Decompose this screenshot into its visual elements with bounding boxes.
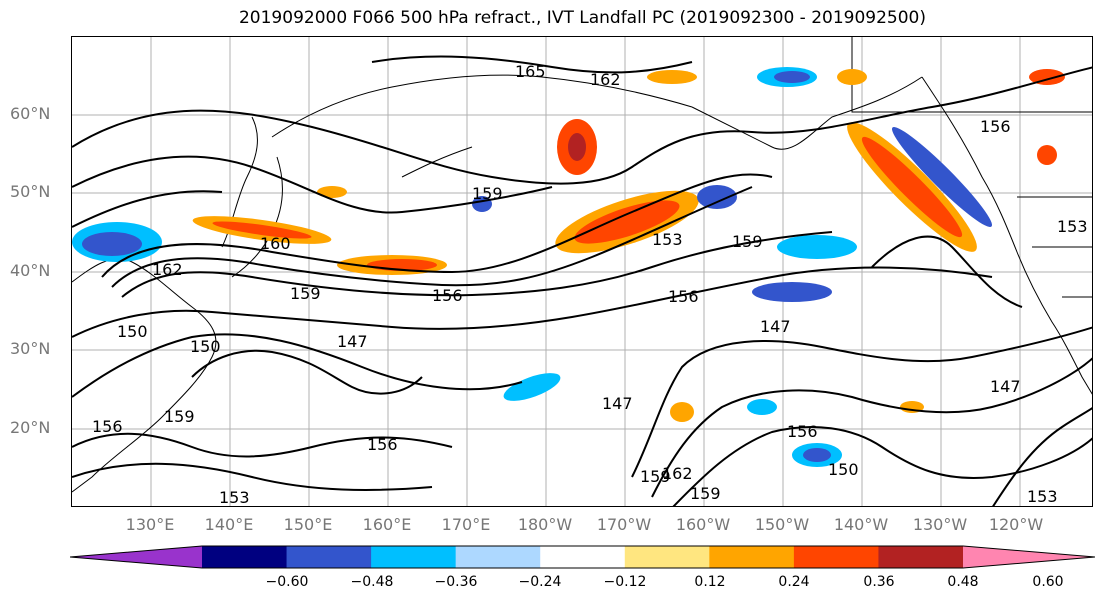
- colorbar-segments: [202, 546, 964, 568]
- colorbar-tick-label: 0.36: [863, 574, 895, 590]
- colorbar-tick-label: −0.48: [350, 574, 394, 590]
- lat-label-40n: 40°N: [10, 261, 51, 280]
- lon-label: 180°W: [517, 515, 573, 534]
- graticule: [72, 37, 1092, 506]
- contour-label: 147: [760, 317, 791, 336]
- map-panel: 165 162 159 160 162 159 156 153 159 156 …: [71, 36, 1093, 507]
- colorbar-tick-label: −0.60: [265, 574, 309, 590]
- colorbar-segment: [455, 546, 541, 568]
- contour-label: 159: [290, 284, 321, 303]
- lon-label: 170°W: [596, 515, 652, 534]
- colorbar-segment: [202, 546, 288, 568]
- colorbar-segment: [709, 546, 795, 568]
- lon-label: 130°E: [125, 515, 175, 534]
- colorbar-segment: [624, 546, 710, 568]
- colorbar: [70, 545, 1095, 569]
- contour-label: 159: [640, 467, 671, 486]
- colorbar-segment: [371, 546, 457, 568]
- contour-label: 162: [590, 70, 621, 89]
- contour-label: 165: [515, 62, 546, 81]
- map-title: 2019092000 F066 500 hPa refract., IVT La…: [238, 8, 926, 28]
- lon-label: 120°W: [988, 515, 1044, 534]
- colorbar-segment: [878, 546, 964, 568]
- colorbar-segment: [793, 546, 879, 568]
- lon-label: 140°E: [204, 515, 254, 534]
- contour-label: 150: [828, 460, 859, 479]
- colorbar-extend-max: [963, 546, 1095, 568]
- contour-label: 159: [732, 232, 763, 251]
- contour-label: 147: [990, 377, 1021, 396]
- colorbar-tick-label: 0.48: [947, 574, 979, 590]
- lon-label: 170°E: [441, 515, 491, 534]
- contour-label: 162: [152, 260, 183, 279]
- shaded-fields: [72, 67, 1065, 467]
- lat-label-50n: 50°N: [10, 182, 51, 201]
- contour-label: 156: [787, 422, 818, 441]
- contour-label: 153: [1027, 487, 1058, 506]
- contour-label: 150: [190, 337, 221, 356]
- contour-label: 156: [92, 417, 123, 436]
- lon-label: 160°E: [362, 515, 412, 534]
- contour-label: 162: [662, 464, 693, 483]
- contour-labels: 165 162 159 160 162 159 156 153 159 156 …: [92, 62, 1088, 507]
- contour-label: 156: [367, 435, 398, 454]
- lat-label-30n: 30°N: [10, 339, 51, 358]
- colorbar-tick-label: −0.36: [434, 574, 478, 590]
- contour-label: 156: [432, 286, 463, 305]
- map-canvas: 165 162 159 160 162 159 156 153 159 156 …: [72, 37, 1092, 507]
- lon-label: 150°E: [283, 515, 333, 534]
- lat-label-20n: 20°N: [10, 418, 51, 437]
- colorbar-extend-min: [70, 546, 202, 568]
- contour-label: 159: [690, 484, 721, 503]
- lon-label: 130°W: [912, 515, 968, 534]
- contour-label: 147: [602, 394, 633, 413]
- height-contours: [72, 55, 1092, 506]
- contour-label: 156: [668, 287, 699, 306]
- contour-label: 159: [472, 184, 503, 203]
- contour-label: 147: [337, 332, 368, 351]
- contour-label: 150: [117, 322, 148, 341]
- lat-label-60n: 60°N: [10, 104, 51, 123]
- contour-label: 153: [219, 488, 250, 507]
- contour-label: 153: [652, 230, 683, 249]
- colorbar-segment: [540, 546, 626, 568]
- colorbar-tick-label: −0.24: [518, 574, 562, 590]
- contour-label: 159: [164, 407, 195, 426]
- colorbar-tick-label: 0.24: [778, 574, 810, 590]
- contour-label: 153: [1057, 217, 1088, 236]
- colorbar-segment: [286, 546, 372, 568]
- colorbar-tick-label: 0.12: [694, 574, 726, 590]
- colorbar-tick-label: 0.60: [1032, 574, 1064, 590]
- colorbar-tick-label: −0.12: [603, 574, 647, 590]
- lon-label: 140°W: [833, 515, 889, 534]
- contour-label: 156: [980, 117, 1011, 136]
- lon-label: 160°W: [675, 515, 731, 534]
- contour-label: 160: [260, 234, 291, 253]
- lon-label: 150°W: [754, 515, 810, 534]
